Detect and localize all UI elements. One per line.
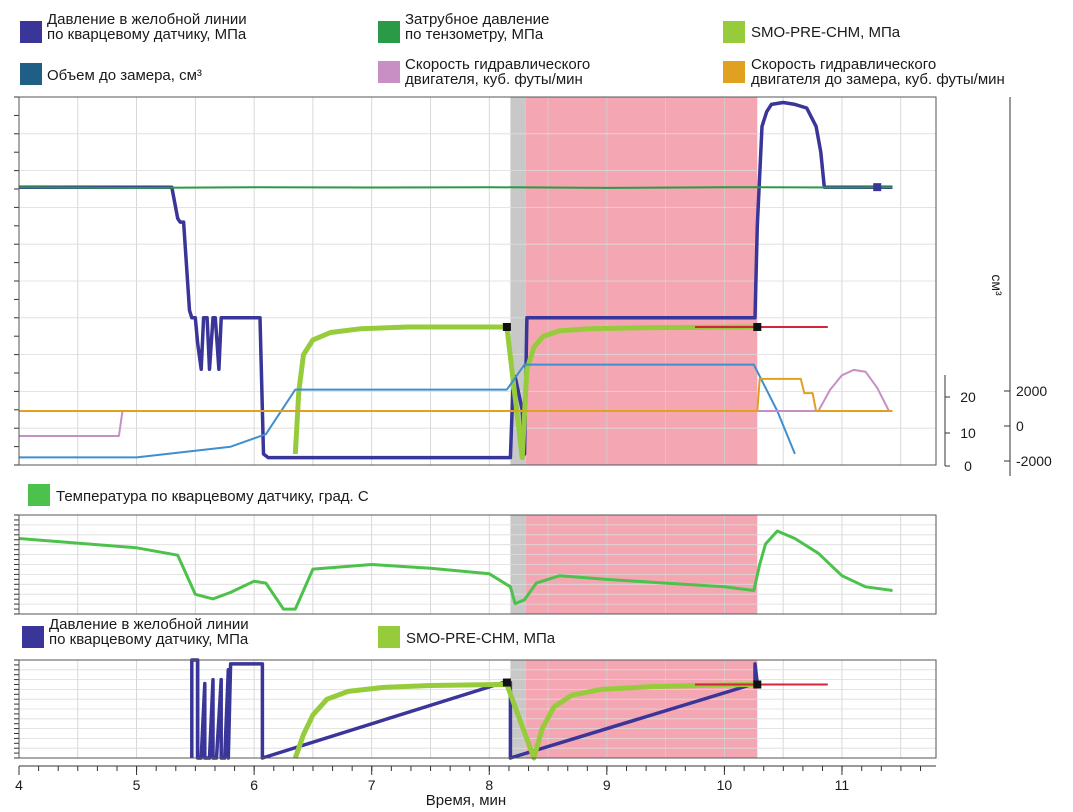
plot-area-pressure (14, 96, 937, 466)
legend-swatch (723, 21, 745, 43)
legend-label-line: Скорость гидравлического (405, 56, 590, 73)
x-axis: 4 5 6 7 8 9 10 11 (15, 765, 936, 793)
plot-area-pressure-detail (14, 658, 937, 761)
series-line (18, 529, 893, 611)
legend-label-line: Объем до замера, см³ (47, 67, 202, 84)
legend-swatch (22, 626, 44, 648)
legend-label: Давление в желобной линии по кварцевому д… (47, 11, 247, 43)
legend-label: Скорость гидравлического двигателя, куб. … (405, 56, 590, 88)
point-marker (502, 678, 511, 687)
x-tick-label: 9 (603, 777, 611, 793)
panel1-legend: Давление в желобной линии по кварцевому д… (20, 11, 1005, 88)
legend-item-smo-pre-chm: SMO-PRE-CHM, МПа (378, 626, 556, 648)
plot-frame (18, 96, 937, 466)
legend-label-line: Скорость гидравлического (751, 56, 936, 73)
x-tick-label: 7 (368, 777, 376, 793)
legend-label: SMO-PRE-CHM, МПа (751, 24, 901, 41)
x-tick-label: 6 (250, 777, 258, 793)
right-axis-inner-tick-label: 0 (964, 458, 972, 474)
right-axis-outer-tick-label: 2000 (1016, 383, 1047, 399)
legend-item-quartz-pressure: Давление в желобной линии по кварцевому д… (22, 616, 249, 648)
legend-swatch (20, 21, 42, 43)
legend-item-volume: Объем до замера, см³ (20, 63, 202, 85)
legend-item-quartz-pressure: Давление в желобной линии по кварцевому д… (20, 11, 247, 43)
x-tick-label: 10 (717, 777, 733, 793)
legend-label: SMO-PRE-CHM, МПа (406, 630, 556, 647)
right-axis-inner-tick-label: 10 (960, 425, 976, 441)
plot-frame (18, 514, 937, 615)
legend-label: Температура по кварцевому датчику, град.… (56, 488, 369, 505)
x-tick-label: 5 (133, 777, 141, 793)
x-tick-label: 8 (485, 777, 493, 793)
series-line (19, 377, 893, 412)
legend-swatch (378, 61, 400, 83)
x-tick-label: 11 (835, 777, 850, 793)
right-axis-outer-tick-label: 0 (1016, 418, 1024, 434)
right-axes: 20 10 0 2000 0 -2000 см³ (944, 97, 1052, 476)
plot-frame (18, 659, 937, 759)
legend-label: Затрубное давление по тензометру, МПа (405, 11, 549, 43)
series-line (19, 100, 893, 460)
legend-item-hydraulic-speed: Скорость гидравлического двигателя, куб. … (378, 56, 590, 88)
series-line (19, 368, 890, 437)
legend-label: Давление в желобной линии по кварцевому д… (49, 616, 249, 648)
legend-item-hydraulic-speed-before: Скорость гидравлического двигателя до зам… (723, 56, 1005, 88)
legend-swatch (378, 626, 400, 648)
right-axis-outer-title: см³ (989, 274, 1005, 296)
point-marker (753, 680, 762, 689)
legend-item-smo-pre-chm: SMO-PRE-CHM, МПа (723, 21, 901, 43)
legend-label-line: Затрубное давление (405, 11, 549, 28)
legend-swatch (723, 61, 745, 83)
panel3-legend: Давление в желобной линии по кварцевому д… (22, 616, 556, 648)
legend-label-line: по кварцевому датчику, МПа (49, 631, 249, 648)
x-tick-label: 4 (15, 777, 23, 793)
x-axis-title: Время, мин (426, 792, 506, 809)
legend-label-line: Давление в желобной линии (47, 11, 247, 28)
right-axis-inner-tick-label: 20 (960, 389, 976, 405)
legend-item-annulus-pressure: Затрубное давление по тензометру, МПа (378, 11, 549, 43)
right-axis-outer-tick-label: -2000 (1016, 453, 1052, 469)
series-line (19, 363, 796, 459)
legend-label-line: по кварцевому датчику, МПа (47, 26, 247, 43)
legend-label-line: двигателя, куб. футы/мин (405, 71, 583, 88)
legend-swatch (20, 63, 42, 85)
plot-area-temperature (14, 514, 937, 615)
legend-label-line: SMO-PRE-CHM, МПа (751, 24, 901, 41)
point-marker (753, 323, 762, 331)
series-line (18, 186, 893, 189)
legend-label: Скорость гидравлического двигателя до зам… (751, 56, 1005, 88)
legend-swatch (378, 21, 400, 43)
panel2-legend: Температура по кварцевому датчику, град.… (28, 484, 369, 506)
series-line (292, 324, 758, 461)
point-marker (873, 183, 882, 192)
legend-label-line: Температура по кварцевому датчику, град.… (56, 488, 369, 505)
legend-label-line: по тензометру, МПа (405, 26, 544, 43)
legend-label-line: SMO-PRE-CHM, МПа (406, 630, 556, 647)
point-marker (502, 323, 511, 331)
legend-label: Объем до замера, см³ (47, 67, 202, 84)
legend-label-line: Давление в желобной линии (49, 616, 249, 633)
legend-swatch (28, 484, 50, 506)
legend-label-line: двигателя до замера, куб. футы/мин (751, 71, 1005, 88)
